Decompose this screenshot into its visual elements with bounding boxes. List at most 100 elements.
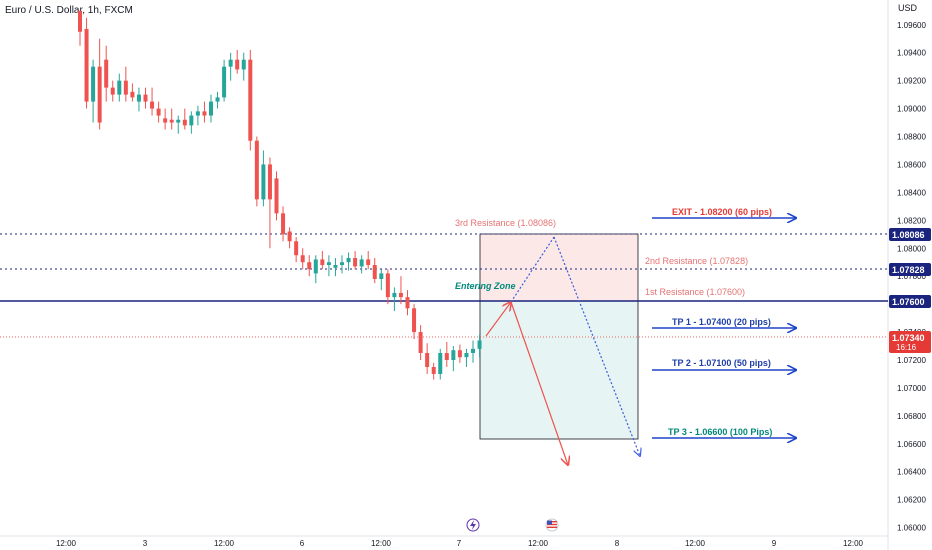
- candle: [104, 45, 109, 102]
- price-tick-label: 1.06000: [897, 524, 926, 533]
- candle-body: [248, 59, 253, 141]
- candle-body: [425, 353, 430, 367]
- candle-body: [215, 97, 220, 102]
- candles: [78, 10, 482, 380]
- countdown-tag-text: 16:16: [896, 343, 917, 352]
- candle-body: [346, 258, 351, 263]
- candle-body: [254, 140, 259, 200]
- tp2-label: TP 2 - 1.07100 (50 pips): [672, 358, 771, 368]
- candle-body: [294, 241, 299, 256]
- candle-body: [457, 350, 462, 358]
- candle: [97, 38, 102, 130]
- target-zone-green: [479, 300, 639, 440]
- candle: [222, 59, 227, 102]
- candle-body: [431, 366, 436, 374]
- symbol-title: Euro / U.S. Dollar, 1h, FXCM: [5, 5, 133, 16]
- candle-body: [379, 273, 384, 279]
- candle: [320, 251, 325, 270]
- candle: [110, 80, 115, 102]
- us-flag-event-icon[interactable]: [545, 518, 559, 532]
- first-resistance-label: 1st Resistance (1.07600): [645, 287, 745, 297]
- price-tick-label: 1.07000: [897, 384, 926, 393]
- candle-body: [398, 292, 403, 298]
- time-tick-label: 12:00: [371, 539, 392, 548]
- candle: [163, 108, 168, 130]
- candle: [412, 304, 417, 340]
- first-resistance-tag-text: 1.07600: [892, 297, 925, 307]
- price-tick-label: 1.06200: [897, 496, 926, 505]
- second-resistance-label: 2nd Resistance (1.07828): [645, 256, 748, 266]
- time-axis[interactable]: 12:00 3 12:00 6 12:00 7 12:00 8 12:00 9 12:00: [56, 539, 864, 548]
- candle: [189, 111, 194, 134]
- candle: [431, 362, 436, 380]
- candle-body: [228, 59, 233, 67]
- candle-body: [359, 259, 364, 267]
- candle-body: [176, 119, 181, 123]
- candle-body: [209, 101, 213, 116]
- candle: [457, 344, 462, 363]
- candle-body: [110, 87, 115, 95]
- candle: [228, 52, 233, 81]
- candle-body: [267, 164, 272, 200]
- candle-body: [340, 262, 344, 266]
- candle-body: [163, 118, 168, 123]
- candle-body: [300, 255, 305, 263]
- third-resistance-label: 3rd Resistance (1.08086): [455, 218, 556, 228]
- candle: [425, 343, 430, 374]
- candle: [241, 52, 246, 81]
- time-tick-label: 3: [143, 539, 148, 548]
- price-tick-label: 1.09200: [897, 77, 926, 86]
- price-tick-label: 1.08800: [897, 133, 926, 142]
- candle: [294, 237, 299, 263]
- forecast-blue-down-path: [553, 236, 640, 456]
- candle-body: [143, 94, 148, 102]
- candle-body: [169, 119, 174, 123]
- price-tick-label: 1.09600: [897, 21, 926, 30]
- price-tick-label: 1.08400: [897, 188, 926, 197]
- candle: [78, 10, 82, 46]
- entry-zone-red: [479, 233, 639, 302]
- candle-body: [136, 94, 141, 102]
- candle: [418, 325, 423, 360]
- candle: [281, 206, 286, 242]
- candle: [136, 87, 141, 112]
- candle: [372, 258, 377, 284]
- current-price-tag: 1.07340 16:16: [889, 331, 931, 353]
- plot-area[interactable]: [0, 0, 888, 536]
- candle-body: [307, 262, 312, 270]
- candle: [209, 94, 213, 123]
- candle: [202, 101, 207, 123]
- price-tick-label: 1.06400: [897, 468, 926, 477]
- candle-body: [274, 178, 279, 214]
- time-tick-label: 12:00: [214, 539, 235, 548]
- price-tick-label: 1.06800: [897, 412, 926, 421]
- candle: [123, 66, 128, 102]
- exit-label: EXIT - 1.08200 (60 pips): [672, 207, 772, 217]
- candle: [261, 150, 266, 207]
- candle: [385, 269, 390, 305]
- time-tick-label: 7: [457, 539, 462, 548]
- candle-body: [405, 297, 410, 309]
- candle-body: [372, 265, 377, 279]
- candle: [248, 49, 253, 151]
- candle: [300, 248, 305, 270]
- first-resistance-tag: 1.07600: [889, 295, 931, 308]
- candle: [398, 276, 403, 305]
- candle: [117, 73, 122, 102]
- second-resistance-tag-text: 1.07828: [892, 265, 925, 275]
- candle-body: [117, 80, 122, 95]
- candle: [91, 59, 96, 123]
- candle: [366, 251, 371, 270]
- candle-body: [195, 111, 200, 116]
- candle: [150, 87, 155, 116]
- time-tick-label: 12:00: [528, 539, 549, 548]
- price-axis[interactable]: 1.06000 1.06200 1.06400 1.06600 1.06800 1.070…: [897, 21, 926, 533]
- candle: [464, 348, 469, 367]
- candle: [353, 251, 358, 270]
- candle-body: [156, 108, 161, 116]
- lightning-event-icon[interactable]: [466, 518, 480, 532]
- price-tick-label: 1.07200: [897, 356, 926, 365]
- candle: [477, 334, 482, 358]
- candle-body: [438, 353, 443, 374]
